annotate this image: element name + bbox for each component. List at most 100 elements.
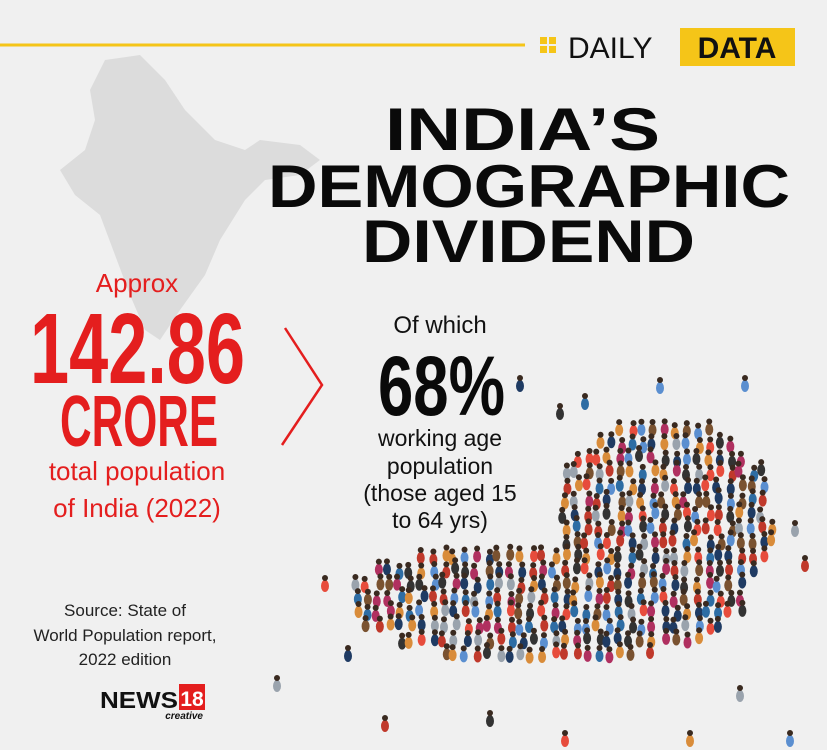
person [438,571,447,589]
person [494,572,503,590]
person [584,518,593,536]
header-label: DAILY [568,32,652,65]
person [694,422,703,440]
person [602,630,611,648]
person [639,599,648,617]
person [273,675,281,692]
person [683,546,692,564]
person [613,546,622,564]
person [585,490,594,508]
person [473,645,482,663]
person [661,474,670,492]
person [684,476,693,494]
person [539,559,548,577]
person [515,618,524,636]
person [569,460,578,478]
person [661,599,670,617]
working-age-value: 68% [378,339,505,433]
person [525,615,534,633]
person [615,641,624,659]
person [562,572,571,590]
person [376,573,385,591]
working-age-caption: working age [377,425,502,451]
working-age-caption: to 64 yrs) [392,507,488,533]
person [738,599,747,617]
person [375,615,384,633]
person [493,600,502,618]
person [602,531,611,549]
person [605,646,614,664]
person [382,558,391,576]
person [515,545,524,563]
person [404,587,413,605]
person [580,557,589,575]
person [714,602,723,620]
person [695,559,704,577]
person [658,517,667,535]
person [486,710,494,727]
person [442,643,451,661]
person [537,599,546,617]
person [714,487,723,505]
person [398,586,407,604]
person [723,600,732,618]
person [651,531,660,549]
title-line: DEMOGRAPHIC [268,153,790,220]
person [470,562,479,580]
person [537,544,546,562]
person [713,518,722,536]
person [649,571,658,589]
person [420,585,429,603]
person [372,590,381,608]
person [497,645,506,663]
person [613,574,622,592]
person [547,561,556,579]
person [671,574,680,592]
person [570,600,579,618]
person [639,515,648,533]
person [563,477,572,495]
person [695,627,704,645]
person [758,489,767,507]
person [702,490,711,508]
person [706,571,715,589]
person [613,627,622,645]
person [680,560,689,578]
person [628,433,637,451]
person [595,571,604,589]
person [639,436,648,454]
person [550,586,559,604]
person [497,627,506,645]
person [726,478,735,496]
person [605,459,614,477]
person [607,519,616,537]
person [394,613,403,631]
person [735,501,744,519]
person [738,571,747,589]
person [615,419,624,437]
person [670,559,679,577]
population-unit: CRORE [60,382,218,462]
person [686,730,694,747]
person [767,529,776,547]
person [706,617,715,635]
person [559,642,568,660]
person [628,532,637,550]
person [473,545,482,563]
person [635,445,644,463]
person [681,432,690,450]
person [681,614,690,632]
person [556,403,564,420]
person [596,543,605,561]
person [385,573,394,591]
person [563,543,572,561]
person [672,628,681,646]
population-prefix: Approx [96,268,178,298]
person [748,532,757,550]
person [715,431,724,449]
person [651,501,660,519]
person [660,418,669,436]
person [715,559,724,577]
person [625,460,634,478]
working-age-prefix: Of which [393,312,486,339]
